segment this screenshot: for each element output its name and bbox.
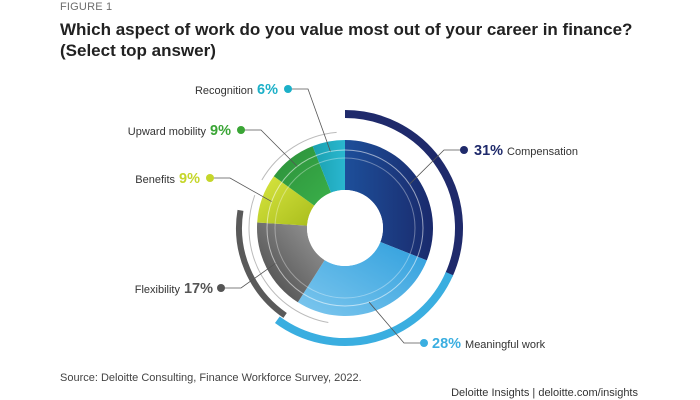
leader-line-compensation — [409, 149, 464, 185]
footer-credit: Deloitte Insights | deloitte.com/insight… — [451, 387, 638, 399]
label-dot-upward-mobility — [237, 126, 245, 134]
leader-line-recognition — [288, 88, 331, 152]
chart-title: Which aspect of work do you value most o… — [60, 20, 633, 39]
label-compensation: 31% Compensation — [474, 143, 578, 159]
slice-compensation — [345, 140, 434, 261]
name-label-flexibility: Flexibility — [135, 284, 181, 296]
pct-label-recognition: 6% — [257, 82, 278, 98]
slice-recognition — [312, 140, 345, 193]
label-upward-mobility: Upward mobility 9% — [128, 123, 231, 139]
label-flexibility: Flexibility 17% — [135, 281, 213, 297]
figure-label: FIGURE 1 — [60, 1, 113, 13]
leader-line-flexibility — [221, 263, 276, 289]
pct-label-benefits: 9% — [179, 171, 200, 187]
label-dot-meaningful-work — [420, 339, 428, 347]
label-dot-benefits — [206, 174, 214, 182]
name-label-meaningful-work: Meaningful work — [465, 339, 546, 351]
outer-arc-meaningful-work — [274, 272, 454, 346]
slice-benefits — [257, 176, 315, 226]
leader-line-upward-mobility — [241, 129, 298, 167]
leader-line-benefits — [210, 177, 272, 202]
name-label-compensation: Compensation — [507, 146, 578, 158]
label-benefits: Benefits 9% — [135, 171, 200, 187]
label-dot-compensation — [460, 146, 468, 154]
leader-line-meaningful-work — [368, 301, 424, 344]
name-label-upward-mobility: Upward mobility — [128, 126, 207, 138]
pct-label-upward-mobility: 9% — [210, 123, 231, 139]
outer-arc-guide — [261, 131, 337, 181]
label-meaningful-work: 28% Meaningful work — [432, 336, 546, 352]
pct-label-meaningful-work: 28% — [432, 336, 461, 352]
inner-ring-line — [274, 157, 416, 299]
pct-label-compensation: 31% — [474, 143, 503, 159]
donut-hole — [307, 190, 383, 266]
name-label-benefits: Benefits — [135, 174, 175, 186]
slice-upward-mobility — [273, 146, 332, 206]
slice-flexibility — [257, 222, 325, 303]
label-dot-flexibility — [217, 284, 225, 292]
pct-label-flexibility: 17% — [184, 281, 213, 297]
slice-meaningful-work — [297, 241, 427, 316]
outer-arc-flexibility — [236, 209, 287, 318]
source-note: Source: Deloitte Consulting, Finance Wor… — [60, 372, 362, 384]
outer-arc-compensation — [344, 110, 463, 278]
label-recognition: Recognition 6% — [195, 82, 278, 98]
outer-arc-guide — [248, 194, 329, 324]
label-dot-recognition — [284, 85, 292, 93]
inner-ring-line — [266, 149, 424, 307]
name-label-recognition: Recognition — [195, 85, 253, 97]
chart-subtitle: (Select top answer) — [60, 41, 216, 60]
